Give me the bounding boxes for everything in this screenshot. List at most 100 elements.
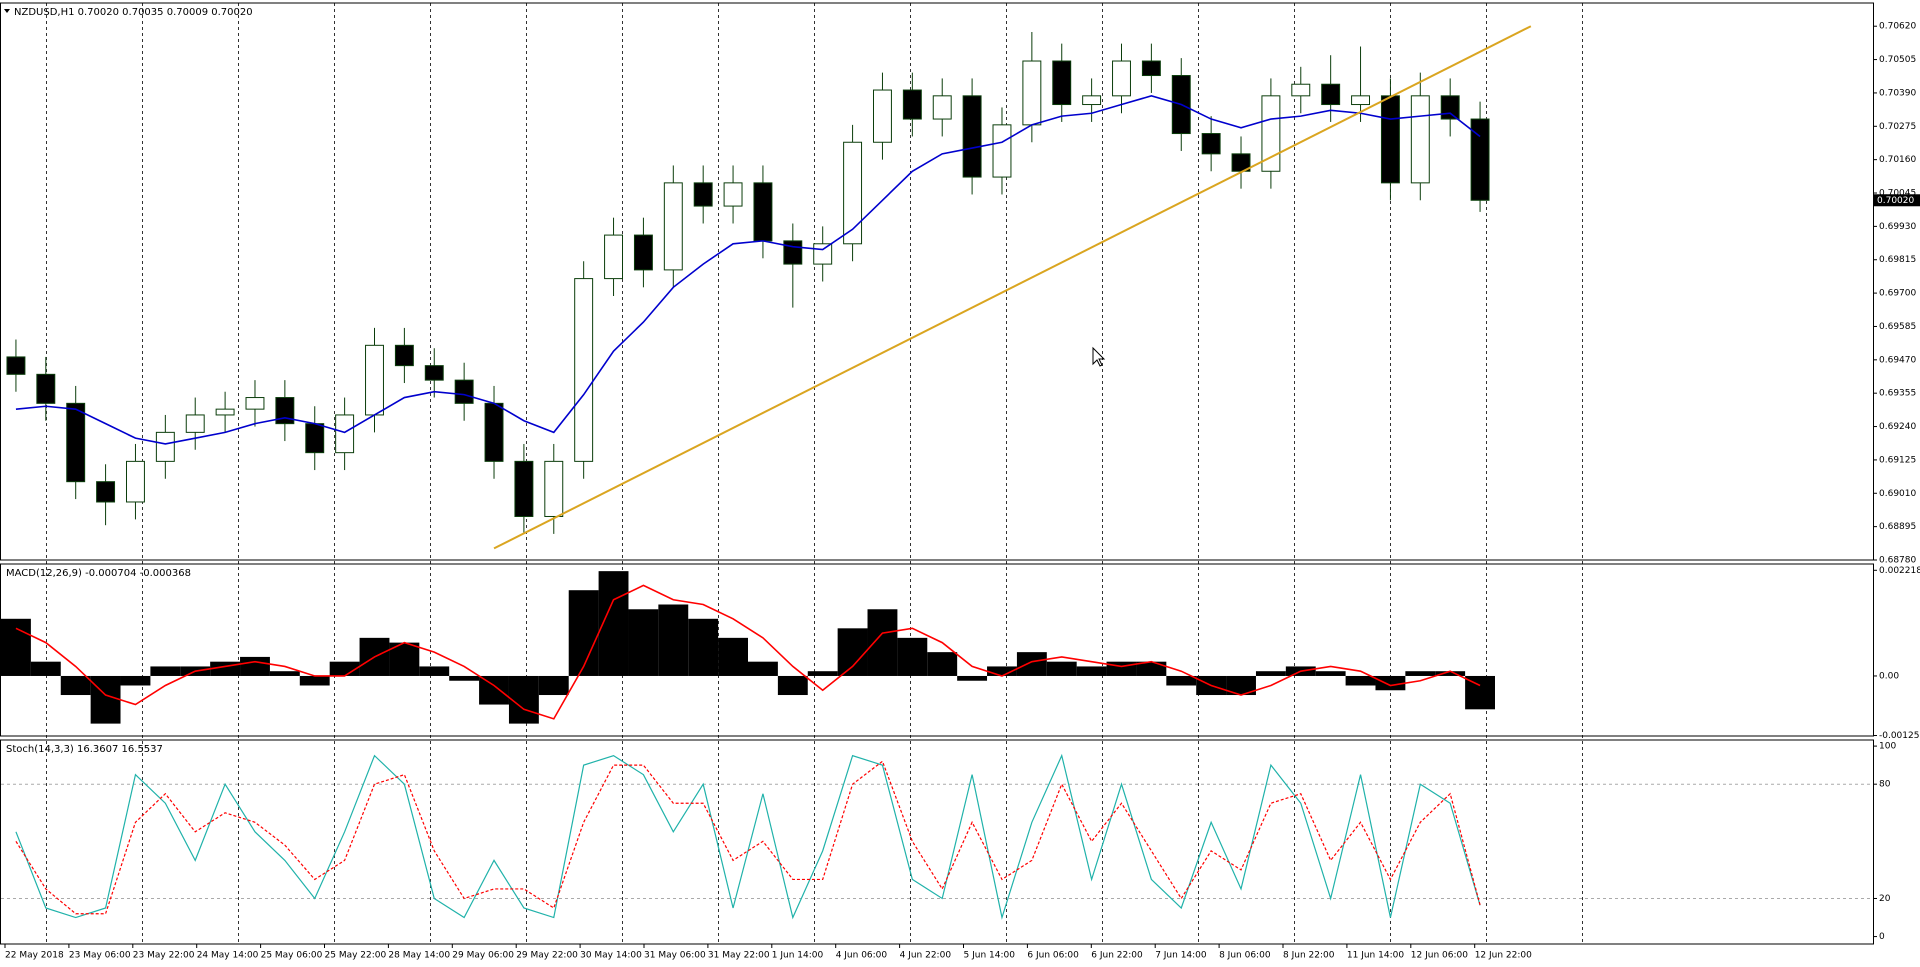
candle-body	[992, 124, 1012, 178]
menu-arrow[interactable]	[4, 9, 10, 13]
x-tick-label: 6 Jun 22:00	[1091, 951, 1143, 961]
x-tick-label: 23 May 06:00	[69, 951, 131, 961]
y-tick-label: 0.70045	[1879, 189, 1916, 199]
candle-body	[305, 423, 325, 454]
histogram-bar	[1255, 671, 1286, 676]
histogram-bar	[1106, 661, 1137, 676]
y-tick-label: 80	[1879, 780, 1891, 790]
candle-body	[1470, 118, 1490, 201]
candle-body	[693, 182, 713, 207]
x-tick-label: 23 May 22:00	[133, 951, 195, 961]
candle-body	[633, 234, 653, 271]
candle-body	[185, 414, 205, 433]
x-tick-label: 8 Jun 06:00	[1219, 951, 1271, 961]
histogram-bar	[449, 675, 480, 681]
histogram-bar	[90, 675, 121, 724]
candle-body	[872, 89, 892, 143]
x-tick-label: 22 May 2018	[5, 951, 64, 961]
x-tick-label: 6 Jun 06:00	[1027, 951, 1079, 961]
y-tick-label: 0.68895	[1879, 522, 1916, 532]
x-tick-label: 12 Jun 06:00	[1411, 951, 1468, 961]
candle-body	[1261, 95, 1281, 172]
candle-body	[1380, 95, 1400, 184]
histogram-bar	[538, 675, 569, 696]
candle-body	[574, 278, 594, 462]
histogram-bar	[957, 675, 988, 681]
histogram-bar	[837, 628, 868, 676]
y-tick-label: 0.00	[1879, 671, 1899, 681]
candle-body	[1440, 95, 1460, 120]
panel-title: NZDUSD,H1 0.70020 0.70035 0.70009 0.7002…	[14, 7, 253, 18]
y-tick-label: 0.002218	[1879, 566, 1920, 576]
x-tick-label: 25 May 06:00	[261, 951, 323, 961]
histogram-bar	[1435, 671, 1466, 676]
candle-body	[6, 356, 26, 375]
candle-body	[604, 234, 624, 280]
panel-title: MACD(12,26,9) -0.000704 -0.000368	[6, 568, 191, 579]
trend-line	[493, 25, 1532, 550]
histogram-bar	[897, 637, 928, 676]
panel-frame	[0, 2, 1874, 561]
candle-body	[1201, 133, 1221, 155]
candle-body	[275, 397, 295, 425]
y-tick-label: 0.69585	[1879, 322, 1916, 332]
candle-body	[902, 89, 922, 120]
x-tick-label: 1 Jun 14:00	[772, 951, 824, 961]
x-tick-label: 31 May 22:00	[708, 951, 770, 961]
histogram-bar	[479, 675, 509, 705]
histogram-bar	[269, 671, 300, 676]
y-tick-label: 0.69700	[1879, 289, 1916, 299]
histogram-bar	[1136, 661, 1167, 676]
candle-body	[843, 141, 863, 245]
last-price-label: 0.70020	[1877, 196, 1914, 206]
histogram-bar	[30, 661, 61, 676]
y-tick-label: 0.69240	[1879, 422, 1916, 432]
x-tick-label: 25 May 22:00	[325, 951, 387, 961]
y-tick-label: 0.69930	[1879, 222, 1916, 232]
last-price-box	[1874, 194, 1920, 207]
candle-body	[424, 365, 444, 381]
x-tick-label: 4 Jun 06:00	[836, 951, 888, 961]
y-tick-label: 0.69125	[1879, 455, 1916, 465]
histogram-bar	[628, 609, 659, 676]
histogram-bar	[658, 604, 689, 676]
stochastic-line	[15, 760, 1481, 915]
histogram-bar	[1405, 671, 1436, 676]
panel-frame	[0, 739, 1874, 945]
histogram-bar	[987, 666, 1017, 676]
y-tick-label: 0.69010	[1879, 489, 1916, 499]
y-tick-label: 0.70620	[1879, 22, 1916, 32]
histogram-bar	[1, 618, 31, 676]
y-tick-label: 0.68780	[1879, 556, 1916, 566]
candle-body	[484, 402, 504, 462]
candle-body	[125, 460, 145, 503]
moving-average	[15, 95, 1481, 445]
x-tick-label: 29 May 22:00	[516, 951, 578, 961]
histogram-bar	[807, 671, 838, 676]
histogram-bar	[1046, 661, 1077, 676]
histogram-bar	[568, 590, 599, 676]
histogram-bar	[748, 661, 778, 676]
candle-body	[96, 481, 116, 503]
candle-body	[1291, 83, 1311, 97]
candle-body	[663, 182, 683, 271]
y-tick-label: -0.00125	[1879, 731, 1919, 741]
x-tick-label: 12 Jun 22:00	[1475, 951, 1532, 961]
candle-body	[932, 95, 952, 120]
panel-title: Stoch(14,3,3) 16.3607 16.5537	[6, 744, 163, 755]
candle-body	[813, 243, 833, 265]
y-tick-label: 0.69815	[1879, 255, 1916, 265]
histogram-bar	[240, 656, 270, 676]
histogram-bar	[1345, 675, 1376, 686]
histogram-bar	[688, 618, 719, 676]
histogram-bar	[1076, 666, 1107, 676]
candle-body	[36, 373, 56, 404]
y-tick-label: 20	[1879, 894, 1891, 904]
candle-body	[245, 397, 265, 410]
histogram-bar	[419, 666, 450, 676]
candle-body	[335, 414, 355, 454]
candle-body	[1052, 60, 1072, 106]
candle-body	[723, 182, 743, 207]
